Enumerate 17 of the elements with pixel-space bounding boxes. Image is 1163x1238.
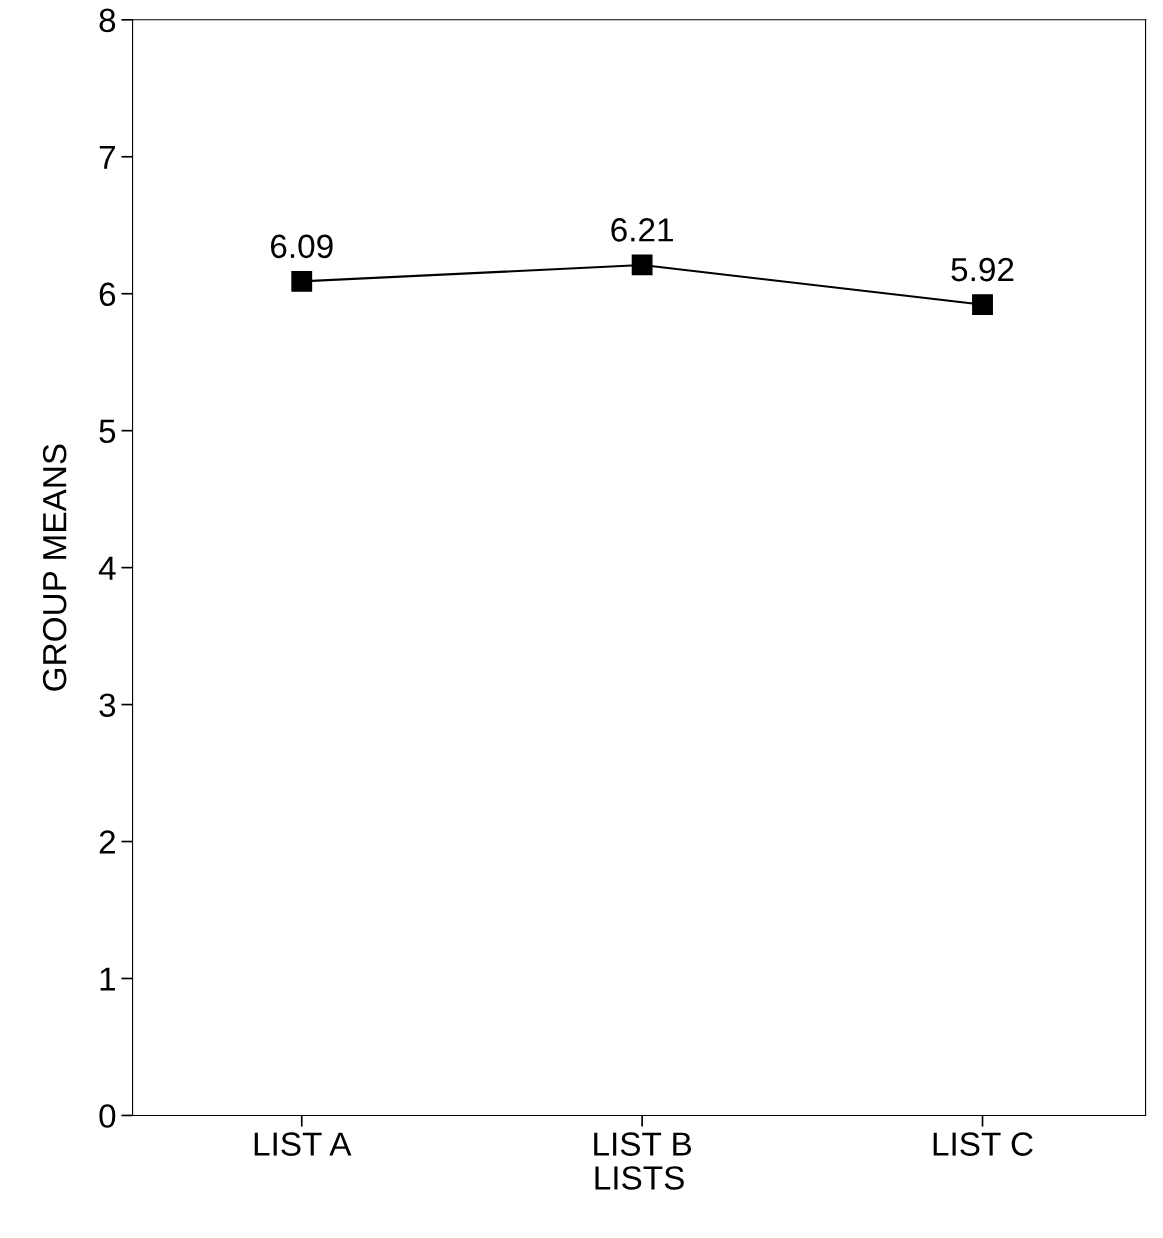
y-tick-label: 0 xyxy=(99,1104,116,1128)
y-tick-label: 7 xyxy=(99,145,115,169)
data-label: 6.21 xyxy=(611,218,673,242)
data-label: 5.92 xyxy=(951,257,1014,282)
x-tick-label: LIST C xyxy=(933,1132,1033,1156)
y-tick-label: 6 xyxy=(99,282,116,307)
y-tick-label: 2 xyxy=(99,830,115,854)
data-label: 6.09 xyxy=(271,234,333,259)
y-axis-title: GROUP MEANS xyxy=(42,444,67,691)
y-tick-label: 4 xyxy=(98,556,116,580)
x-axis-title: LISTS xyxy=(595,1166,684,1190)
y-tick-label: 8 xyxy=(99,8,116,33)
x-tick-label: LIST A xyxy=(254,1132,352,1156)
y-tick-label: 3 xyxy=(99,693,116,717)
y-tick-label: 5 xyxy=(99,419,116,444)
y-tick-label: 1 xyxy=(100,967,115,991)
x-tick-label: LIST B xyxy=(594,1132,692,1156)
